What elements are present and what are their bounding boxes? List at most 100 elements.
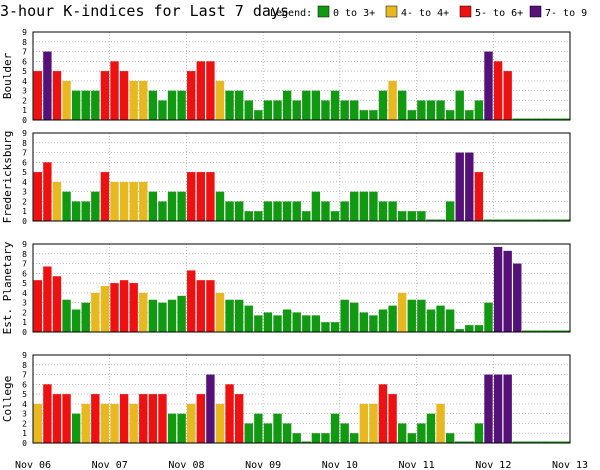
bar-est-planetary-42 <box>436 305 445 332</box>
panels: 0123456789Boulder0123456789Fredericksbur… <box>1 28 571 448</box>
bar-est-planetary-2 <box>52 276 62 332</box>
bar-est-planetary-26 <box>282 309 292 332</box>
bar-fredericksburg-0 <box>33 172 42 221</box>
bar-est-planetary-36 <box>378 309 388 332</box>
bar-boulder-41 <box>426 100 436 120</box>
bar-est-planetary-54 <box>550 330 561 332</box>
bar-fredericksburg-55 <box>560 219 570 221</box>
bar-fredericksburg-23 <box>254 211 263 221</box>
legend-swatch-0-to-3 <box>317 5 330 18</box>
bar-college-16 <box>187 403 196 443</box>
bar-fredericksburg-26 <box>282 201 292 221</box>
bar-college-8 <box>110 403 119 443</box>
bar-college-53 <box>541 441 551 443</box>
x-tick-label: Nov 12 <box>475 460 511 470</box>
bar-fredericksburg-51 <box>522 219 532 221</box>
bar-college-54 <box>550 441 561 443</box>
bar-boulder-53 <box>541 118 551 120</box>
bar-boulder-13 <box>158 100 167 120</box>
x-tick-label: Nov 06 <box>15 460 51 470</box>
bar-boulder-0 <box>33 71 42 120</box>
bar-college-13 <box>158 394 167 443</box>
bar-college-21 <box>234 394 244 443</box>
bar-est-planetary-32 <box>340 299 349 332</box>
bar-fredericksburg-5 <box>81 201 90 221</box>
y-tick-label: 7 <box>22 48 27 57</box>
y-tick-label: 7 <box>22 149 27 158</box>
bar-est-planetary-20 <box>225 299 234 332</box>
bar-est-planetary-50 <box>513 263 522 332</box>
bar-boulder-37 <box>388 80 397 120</box>
bar-fredericksburg-47 <box>483 219 494 221</box>
bar-college-36 <box>378 384 388 443</box>
y-tick-label: 5 <box>22 67 27 76</box>
y-tick-label: 3 <box>22 410 27 419</box>
bar-est-planetary-18 <box>206 280 215 332</box>
bar-est-planetary-10 <box>129 283 138 332</box>
bar-boulder-38 <box>397 90 407 120</box>
y-tick-label: 5 <box>22 168 27 177</box>
bar-est-planetary-41 <box>426 309 436 332</box>
bar-est-planetary-34 <box>359 312 369 332</box>
bar-fredericksburg-25 <box>273 201 282 221</box>
bar-boulder-24 <box>263 100 273 120</box>
y-tick-label: 9 <box>22 28 27 37</box>
bar-fredericksburg-46 <box>474 172 484 221</box>
bar-boulder-5 <box>81 90 90 120</box>
bar-college-52 <box>531 441 542 443</box>
bar-boulder-28 <box>302 90 311 120</box>
bar-boulder-21 <box>234 90 244 120</box>
bar-fredericksburg-2 <box>52 181 62 221</box>
y-tick-label: 1 <box>22 429 27 438</box>
bar-college-15 <box>177 413 186 443</box>
bar-college-3 <box>62 394 71 443</box>
bar-fredericksburg-39 <box>407 211 416 221</box>
bar-est-planetary-12 <box>148 299 158 332</box>
bar-est-planetary-5 <box>81 302 90 332</box>
bar-fredericksburg-38 <box>397 211 407 221</box>
y-tick-label: 7 <box>22 371 27 380</box>
bar-fredericksburg-18 <box>206 172 215 221</box>
bar-fredericksburg-12 <box>148 191 158 221</box>
bar-est-planetary-3 <box>62 299 71 332</box>
bar-fredericksburg-14 <box>167 191 177 221</box>
legend-swatch-7-to-9 <box>529 5 542 18</box>
y-tick-label: 9 <box>22 240 27 249</box>
bar-fredericksburg-36 <box>378 201 388 221</box>
bar-fredericksburg-27 <box>292 201 301 221</box>
bar-college-14 <box>167 413 177 443</box>
y-tick-label: 3 <box>22 188 27 197</box>
bar-fredericksburg-7 <box>100 172 110 221</box>
bar-est-planetary-44 <box>455 329 464 332</box>
bar-college-6 <box>91 394 100 443</box>
bar-boulder-32 <box>340 100 349 120</box>
x-tick-label: Nov 13 <box>552 460 588 470</box>
y-tick-label: 8 <box>22 361 27 370</box>
bar-college-1 <box>43 384 52 443</box>
bar-fredericksburg-30 <box>321 201 330 221</box>
plot-border <box>32 243 571 333</box>
bar-est-planetary-8 <box>110 283 119 332</box>
x-tick-label: Nov 11 <box>399 460 435 470</box>
bar-college-11 <box>139 394 148 443</box>
x-tick-label: Nov 10 <box>322 460 358 470</box>
bar-college-37 <box>388 394 397 443</box>
bar-college-41 <box>426 413 436 443</box>
bar-fredericksburg-4 <box>71 201 81 221</box>
bar-college-0 <box>33 403 42 443</box>
bar-fredericksburg-33 <box>350 191 359 221</box>
bar-fredericksburg-50 <box>512 219 523 221</box>
bar-college-34 <box>359 403 369 443</box>
y-tick-label: 9 <box>22 351 27 360</box>
y-tick-label: 5 <box>22 279 27 288</box>
bar-fredericksburg-21 <box>234 201 244 221</box>
y-tick-label: 0 <box>22 116 27 125</box>
bar-est-planetary-9 <box>119 280 129 332</box>
bar-fredericksburg-37 <box>388 201 397 221</box>
bar-college-30 <box>321 433 330 443</box>
plot-border <box>32 354 571 444</box>
panel-label-fredericksburg: Fredericksburg <box>1 131 14 224</box>
y-tick-label: 3 <box>22 87 27 96</box>
